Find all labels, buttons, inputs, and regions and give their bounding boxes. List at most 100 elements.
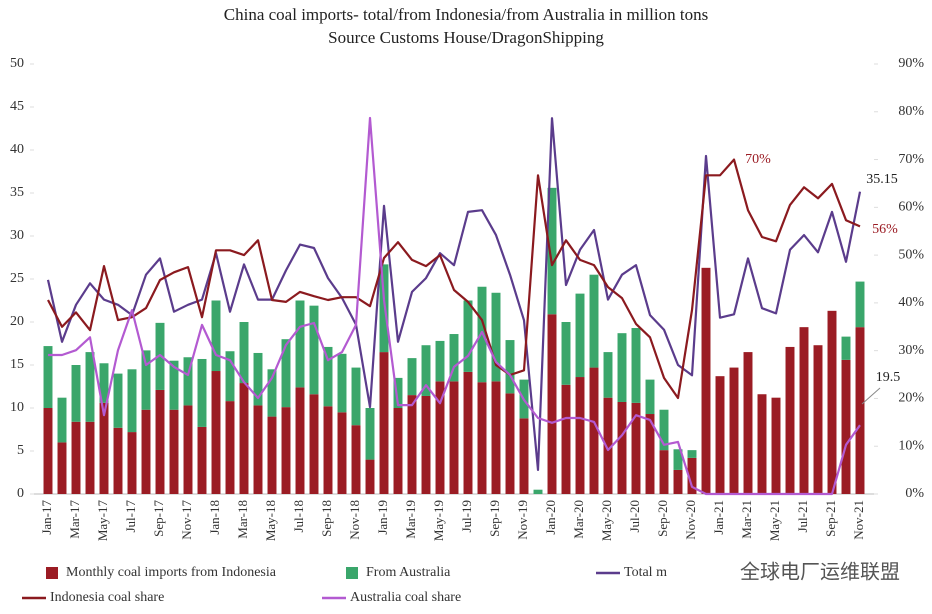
bar — [183, 405, 193, 494]
bar — [645, 379, 655, 415]
y-tick-label: 35 — [10, 185, 24, 200]
bar — [449, 334, 459, 382]
bar — [561, 322, 571, 385]
bar — [533, 489, 543, 494]
bar — [337, 353, 347, 413]
chart-subtitle: Source Customs House/DragonShipping — [328, 28, 604, 47]
bar — [239, 322, 249, 384]
bar — [491, 292, 501, 382]
bar — [99, 363, 109, 403]
bar — [71, 421, 81, 494]
line — [47, 158, 861, 400]
x-tick-label: Nov-19 — [515, 500, 530, 540]
bar — [743, 352, 753, 494]
x-tick-label: Nov-18 — [347, 500, 362, 540]
bar — [43, 346, 53, 408]
bar — [687, 457, 697, 494]
bar — [281, 407, 291, 494]
bar — [211, 371, 221, 494]
bar — [757, 394, 767, 494]
y2-tick-label: 90% — [898, 56, 924, 71]
x-tick-label: Jul-18 — [291, 500, 306, 533]
bar — [295, 300, 305, 388]
bar — [239, 383, 249, 494]
bar — [57, 397, 67, 443]
y2-tick-label: 50% — [898, 247, 924, 262]
annotation-pointer — [861, 387, 881, 405]
bar — [589, 367, 599, 494]
bar — [407, 358, 417, 396]
bar — [85, 421, 95, 494]
bar — [435, 340, 445, 382]
bar — [813, 345, 823, 494]
bar — [309, 305, 319, 395]
bar — [827, 310, 837, 494]
x-tick-label: Jul-20 — [627, 500, 642, 533]
bar — [169, 409, 179, 494]
x-tick-label: Sep-18 — [319, 500, 334, 537]
y-tick-label: 40 — [10, 142, 24, 157]
bar — [365, 459, 375, 494]
x-tick-label: Nov-21 — [851, 500, 866, 540]
bar — [155, 389, 165, 494]
bar — [477, 382, 487, 494]
x-tick-label: Mar-19 — [403, 500, 418, 539]
x-tick-label: Jan-21 — [711, 500, 726, 535]
legend-label: Australia coal share — [350, 590, 461, 605]
line — [46, 117, 862, 471]
legend-label: Total m — [624, 565, 667, 580]
bar — [855, 281, 865, 328]
bar — [589, 274, 599, 368]
watermark: 全球电厂运维联盟 — [740, 560, 900, 584]
x-tick-label: May-18 — [263, 500, 278, 541]
bar — [435, 381, 445, 494]
bar — [701, 267, 711, 494]
legend-swatch — [346, 567, 358, 579]
bar — [505, 340, 515, 394]
bar — [323, 346, 333, 407]
bar — [631, 402, 641, 494]
bar — [659, 450, 669, 494]
bar — [603, 397, 613, 494]
bar — [253, 405, 263, 494]
bar — [547, 314, 557, 494]
bar — [771, 397, 781, 494]
y2-tick-label: 10% — [898, 438, 924, 453]
bar — [351, 367, 361, 426]
bar — [673, 449, 683, 470]
legend-label: Indonesia coal share — [50, 590, 164, 605]
bar — [225, 351, 235, 402]
y-tick-label: 45 — [10, 99, 24, 114]
x-tick-label: May-20 — [599, 500, 614, 541]
bar — [617, 401, 627, 494]
y-tick-label: 0 — [17, 486, 24, 501]
y2-tick-label: 20% — [898, 391, 924, 406]
y2-tick-label: 80% — [898, 104, 924, 119]
bar — [785, 346, 795, 494]
bar — [197, 358, 207, 427]
bar — [211, 300, 221, 372]
x-tick-label: Mar-21 — [739, 500, 754, 539]
bar — [519, 418, 529, 494]
bar — [71, 365, 81, 422]
y-tick-label: 15 — [10, 357, 24, 372]
bar — [421, 395, 431, 494]
bar — [841, 336, 851, 360]
bar — [729, 367, 739, 494]
y-tick-label: 20 — [10, 314, 24, 329]
bar — [197, 426, 207, 494]
y2-tick-label: 70% — [898, 152, 924, 167]
bar — [799, 327, 809, 494]
bar — [617, 333, 627, 402]
bar — [561, 384, 571, 494]
x-tick-label: Mar-17 — [67, 500, 82, 539]
y-tick-label: 30 — [10, 228, 24, 243]
bar — [253, 352, 263, 406]
bar — [491, 381, 501, 494]
bar — [309, 394, 319, 494]
bar — [673, 469, 683, 494]
bar — [687, 450, 697, 458]
bar — [631, 328, 641, 403]
bar — [379, 352, 389, 494]
